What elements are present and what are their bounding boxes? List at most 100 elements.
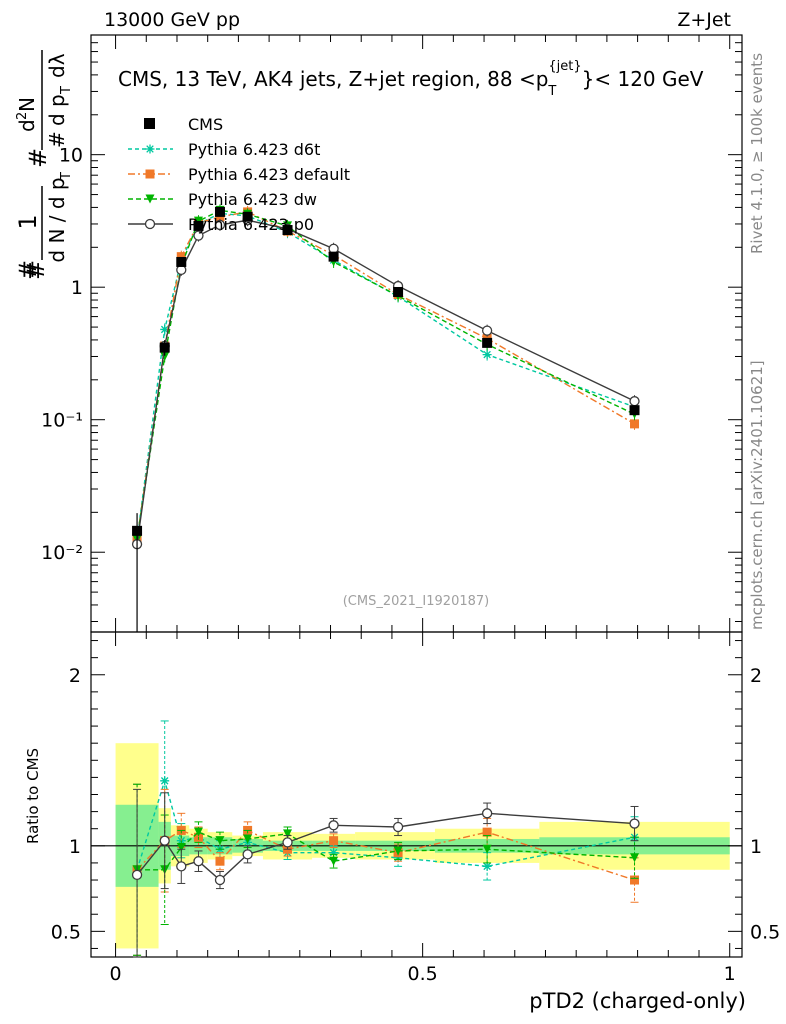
legend-marker-cms: [144, 118, 155, 129]
series-line-1: [136, 211, 635, 540]
y-tick-label-lower-right: 0.5: [750, 921, 780, 943]
ratio-point: [629, 818, 640, 829]
ratio-point: [176, 843, 186, 853]
series-point: [176, 252, 186, 262]
ratio-point: [131, 869, 143, 881]
ratio-point: [160, 776, 170, 786]
ratio-point: [159, 835, 170, 846]
lower-panel-data: [131, 720, 640, 958]
cms-point: [159, 342, 170, 353]
series-line-3: [136, 219, 635, 545]
tick-labels: 0 0.5 1 10 1 10⁻¹ 10⁻² 2 2 1 1 0.5 0.5: [41, 145, 780, 985]
legend-label-0: Pythia 6.423 d6t: [188, 140, 320, 159]
cms-point: [629, 405, 640, 416]
ratio-point: [283, 829, 293, 839]
ratio-point: [215, 856, 225, 866]
cms-point: [193, 220, 204, 231]
y-tick-label-lower-right: 1: [750, 836, 762, 858]
svg-text:N: N: [15, 97, 39, 112]
upper-panel-data: [131, 204, 640, 632]
svg-text:#: #: [22, 260, 50, 280]
ratio-point: [193, 827, 203, 837]
chart-title-sub: T: [547, 84, 556, 99]
svg-text:T: T: [59, 86, 74, 95]
ratio-point: [329, 856, 339, 866]
series-point: [630, 419, 640, 429]
svg-text:d p: d p: [45, 94, 69, 126]
series-point: [160, 351, 170, 361]
header-right: Z+Jet: [677, 9, 731, 31]
series-point: [629, 396, 640, 407]
chart-title-main: CMS, 13 TeV, AK4 jets, Z+jet region, 88 …: [118, 67, 548, 91]
ratio-point: [242, 849, 253, 860]
y-axis-label-upper: # 1 # d N / d p T # d 2 N # d p T dλ: [14, 50, 74, 280]
chart-title-tail: }< 120 GeV: [582, 67, 704, 91]
ratio-point: [329, 848, 339, 858]
svg-text:T: T: [59, 172, 74, 181]
series-line-0: [136, 212, 635, 540]
ratio-point: [215, 836, 225, 846]
cms-point: [214, 206, 225, 217]
y-tick-label-upper: 1: [71, 277, 83, 299]
ylabel-num-one: 1: [14, 214, 42, 229]
plot-frames: [90, 34, 743, 958]
legend-marker-2: [145, 194, 155, 204]
mcplots-label: mcplots.cern.ch [arXiv:2401.10621]: [748, 360, 766, 630]
y-tick-label-upper: 10⁻¹: [41, 410, 83, 432]
cms-point: [482, 337, 493, 348]
svg-text:#: #: [45, 131, 69, 148]
y-tick-label-lower: 2: [69, 665, 81, 687]
x-tick-label: 0.5: [408, 963, 438, 985]
legend-label-3: Pythia 6.423 p0: [188, 215, 314, 234]
ratio-point: [176, 861, 187, 872]
ratio-point: [393, 846, 403, 856]
svg-text:d N / d p: d N / d p: [45, 177, 69, 262]
x-axis-label: pTD2 (charged-only): [529, 989, 746, 1013]
series-point: [482, 350, 492, 360]
ratio-point: [243, 834, 253, 844]
ratio-point: [392, 821, 404, 833]
ratio-point: [481, 808, 493, 819]
y-tick-label-lower: 1: [69, 836, 81, 858]
legend-label-2: Pythia 6.423 dw: [188, 190, 317, 209]
ratio-point: [482, 827, 492, 837]
rivet-version-label: Rivet 4.1.0, ≥ 100k events: [748, 53, 766, 254]
legend-marker-1: [145, 169, 155, 179]
chart-title-sup: {jet}: [548, 59, 581, 74]
ratio-point: [329, 836, 339, 846]
ratio-point: [214, 874, 226, 886]
svg-text:2: 2: [15, 112, 30, 120]
ratio-point: [630, 853, 640, 863]
ratio-point: [328, 820, 339, 831]
series-point: [214, 219, 226, 231]
ratio-point: [482, 844, 492, 854]
legend-marker-0: [145, 144, 155, 154]
analysis-watermark: (CMS_2021_I1920187): [343, 594, 490, 609]
cms-point: [132, 525, 143, 536]
x-tick-label: 1: [724, 963, 736, 985]
cms-point: [242, 211, 253, 222]
svg-text:d: d: [15, 119, 39, 132]
y-axis-label-lower: Ratio to CMS: [24, 748, 42, 844]
series-point: [481, 325, 493, 336]
ylabel-num-hash: #: [14, 260, 42, 280]
y-tick-label-lower-right: 2: [750, 665, 762, 687]
ratio-point: [282, 837, 293, 848]
series-line-2: [136, 209, 635, 540]
header-left: 13000 GeV pp: [104, 9, 240, 31]
legend-marker-3: [144, 218, 156, 230]
svg-text:dλ: dλ: [45, 53, 69, 78]
series-point: [160, 324, 170, 334]
y-tick-label-lower: 0.5: [51, 921, 81, 943]
legend: CMS Pythia 6.423 d6t Pythia 6.423 default P…: [128, 115, 350, 234]
lower-panel-frame: [90, 631, 743, 958]
ratio-point: [630, 875, 640, 885]
ratio-point: [193, 856, 204, 867]
legend-label-cms: CMS: [188, 115, 223, 134]
series-point: [193, 230, 204, 241]
x-tick-label: 0: [110, 963, 122, 985]
ratio-point: [482, 861, 492, 871]
chart-title: CMS, 13 TeV, AK4 jets, Z+jet region, 88 …: [118, 59, 704, 99]
cms-point: [176, 256, 187, 267]
